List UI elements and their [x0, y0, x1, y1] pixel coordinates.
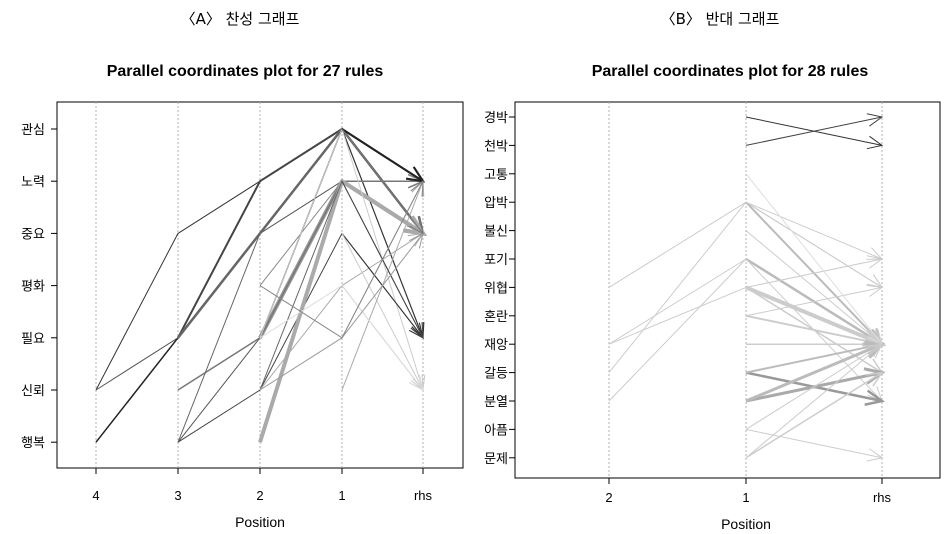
rule-arrow-b-18: [864, 389, 886, 406]
rule-line-b-12: [745, 285, 883, 347]
rule-b-27: [745, 230, 883, 345]
y-tick-label-a-4: 필요: [21, 332, 45, 347]
rule-arrow-b-13: [866, 255, 884, 269]
rule-a-18: [341, 233, 424, 392]
y-tick-label-b-7: 혼란: [484, 310, 508, 325]
rule-a-8: [177, 173, 425, 391]
y-tick-label-b-3: 압박: [484, 196, 508, 211]
y-tick-label-a-5: 신뢰: [21, 384, 45, 399]
y-tick-label-b-10: 분열: [484, 395, 508, 410]
rule-a-25: [341, 128, 424, 235]
rule-line-a-21: [259, 285, 424, 391]
x-tick-label-a-0: 4: [92, 488, 99, 503]
y-tick-label-b-9: 갈등: [484, 367, 508, 382]
chart-b: Parallel coordinates plot for 28 rules P…: [484, 63, 941, 532]
rule-line-b-26: [745, 173, 883, 345]
chart-b-title: Parallel coordinates plot for 28 rules: [592, 63, 869, 80]
rule-b-8: [745, 201, 884, 260]
panel-b-caption: 〈B〉 반대 그래프: [660, 10, 780, 28]
rule-line-a-24: [341, 128, 424, 183]
chart-a: Parallel coordinates plot for 27 rules P…: [21, 63, 464, 530]
rule-arrow-b-0: [866, 135, 884, 150]
rule-b-13: [745, 255, 884, 288]
y-tick-label-a-3: 평화: [21, 280, 45, 295]
rule-line-b-15: [745, 314, 883, 346]
y-tick-label-a-0: 관심: [21, 123, 45, 138]
y-tick-label-b-11: 아픔: [484, 423, 508, 438]
rule-line-b-24: [745, 343, 883, 459]
chart-a-title: Parallel coordinates plot for 27 rules: [107, 63, 384, 80]
rule-line-b-22: [745, 343, 883, 430]
rule-arrow-b-25: [865, 371, 884, 387]
chart-b-xlabel: Position: [721, 516, 771, 532]
y-tick-label-b-8: 재앙: [484, 338, 508, 353]
y-tick-label-b-12: 문제: [484, 452, 508, 467]
rule-line-b-16: [745, 286, 883, 317]
rule-b-22: [745, 343, 884, 430]
rule-b-26: [745, 173, 883, 346]
rule-arrow-a-22: [410, 322, 424, 339]
y-tick-label-b-1: 천박: [484, 139, 508, 154]
rule-arrow-b-16: [866, 283, 884, 297]
rule-line-b-9: [745, 201, 883, 288]
rule-line-b-13: [745, 258, 883, 288]
y-tick-label-b-2: 고통: [484, 168, 508, 183]
rule-b-12: [745, 285, 887, 347]
rule-line-b-19: [745, 343, 883, 374]
x-tick-label-a-2: 2: [256, 488, 263, 503]
y-tick-label-a-1: 노력: [21, 175, 45, 190]
rule-b-24: [745, 343, 883, 459]
x-tick-label-a-3: 1: [338, 488, 345, 503]
rule-line-b-21: [745, 342, 883, 403]
x-tick-label-b-0: 2: [605, 490, 612, 505]
y-tick-label-a-6: 행복: [21, 435, 45, 451]
rule-arrow-a-25: [409, 218, 424, 235]
rule-arrow-a-26: [410, 180, 424, 197]
chart-a-xlabel: Position: [235, 514, 285, 530]
x-tick-label-a-1: 3: [174, 488, 181, 503]
rule-arrow-b-1: [866, 113, 884, 127]
rule-arrow-b-27: [866, 330, 883, 345]
y-tick-label-b-5: 포기: [484, 253, 508, 268]
rule-line-a-18: [341, 233, 424, 391]
rule-line-b-23: [745, 428, 883, 459]
plot-frame-b: [514, 101, 941, 479]
y-tick-label-b-4: 불신: [484, 225, 508, 240]
rule-line-a-26: [259, 180, 424, 339]
rule-b-25: [745, 371, 884, 459]
rule-line-b-1: [745, 116, 883, 146]
rule-a-21: [259, 285, 424, 391]
rule-line-a-25: [341, 128, 424, 234]
panel-a-caption: 〈A〉 찬성 그래프: [180, 10, 300, 28]
y-tick-label-b-0: 경박: [484, 111, 508, 126]
rule-line-a-23: [341, 233, 424, 339]
rule-b-23: [745, 428, 884, 462]
y-tick-label-b-6: 위협: [484, 281, 508, 296]
rule-line-b-25: [745, 371, 883, 459]
rule-a-26: [259, 180, 424, 339]
rule-arrow-a-21: [409, 374, 424, 391]
rule-b-1: [745, 113, 884, 146]
rule-a-24: [341, 128, 426, 183]
y-tick-label-a-2: 중요: [21, 227, 45, 242]
x-tick-label-a-4: rhs: [414, 488, 433, 503]
rule-arrow-b-23: [866, 448, 884, 462]
rule-line-b-27: [745, 230, 883, 345]
x-tick-label-b-2: rhs: [873, 490, 892, 505]
rule-line-b-8: [745, 201, 883, 260]
x-tick-label-b-1: 1: [742, 490, 749, 505]
rule-b-16: [745, 283, 884, 317]
rule-b-21: [745, 342, 886, 403]
